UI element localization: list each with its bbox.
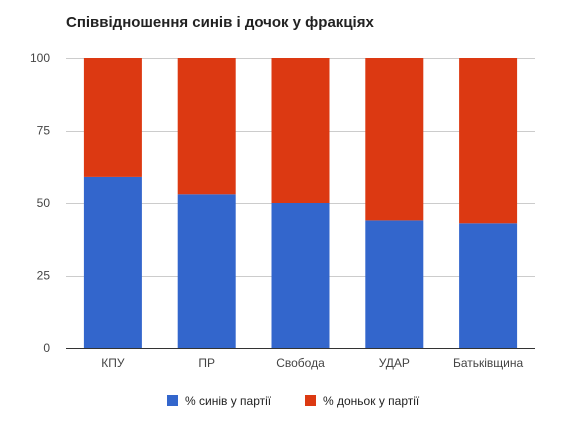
bar-sons [83, 176, 142, 348]
x-tick-label: Батьківщина [453, 356, 524, 370]
bar-sons [177, 194, 236, 348]
legend-swatch [167, 395, 178, 406]
y-tick-label: 75 [37, 124, 51, 138]
x-tick-label: КПУ [101, 356, 125, 370]
y-tick-label: 50 [37, 196, 51, 210]
bar-sons [271, 203, 330, 348]
bar-daughters [83, 58, 142, 177]
bar-daughters [365, 58, 424, 221]
legend-swatch [305, 395, 316, 406]
legend-label: % доньок у партії [323, 394, 420, 408]
x-tick-label: ПР [198, 356, 215, 370]
y-tick-label: 0 [43, 341, 50, 355]
legend-label: % синів у партії [185, 394, 272, 408]
bar-daughters [459, 58, 518, 224]
x-tick-label: Свобода [276, 356, 325, 370]
legend: % синів у партії % доньок у партії [167, 394, 420, 408]
chart-title: Співвідношення синів і дочок у фракціях [66, 14, 374, 31]
y-axis-ticks: 0 25 50 75 100 [30, 51, 50, 355]
x-axis-ticks: КПУ ПР Свобода УДАР Батьківщина [101, 356, 523, 370]
y-tick-label: 25 [37, 269, 51, 283]
bars [83, 58, 518, 348]
bar-sons [365, 220, 424, 348]
bar-daughters [177, 58, 236, 195]
y-tick-label: 100 [30, 51, 50, 65]
bar-daughters [271, 58, 330, 203]
x-tick-label: УДАР [379, 356, 410, 370]
bar-sons [459, 223, 518, 348]
